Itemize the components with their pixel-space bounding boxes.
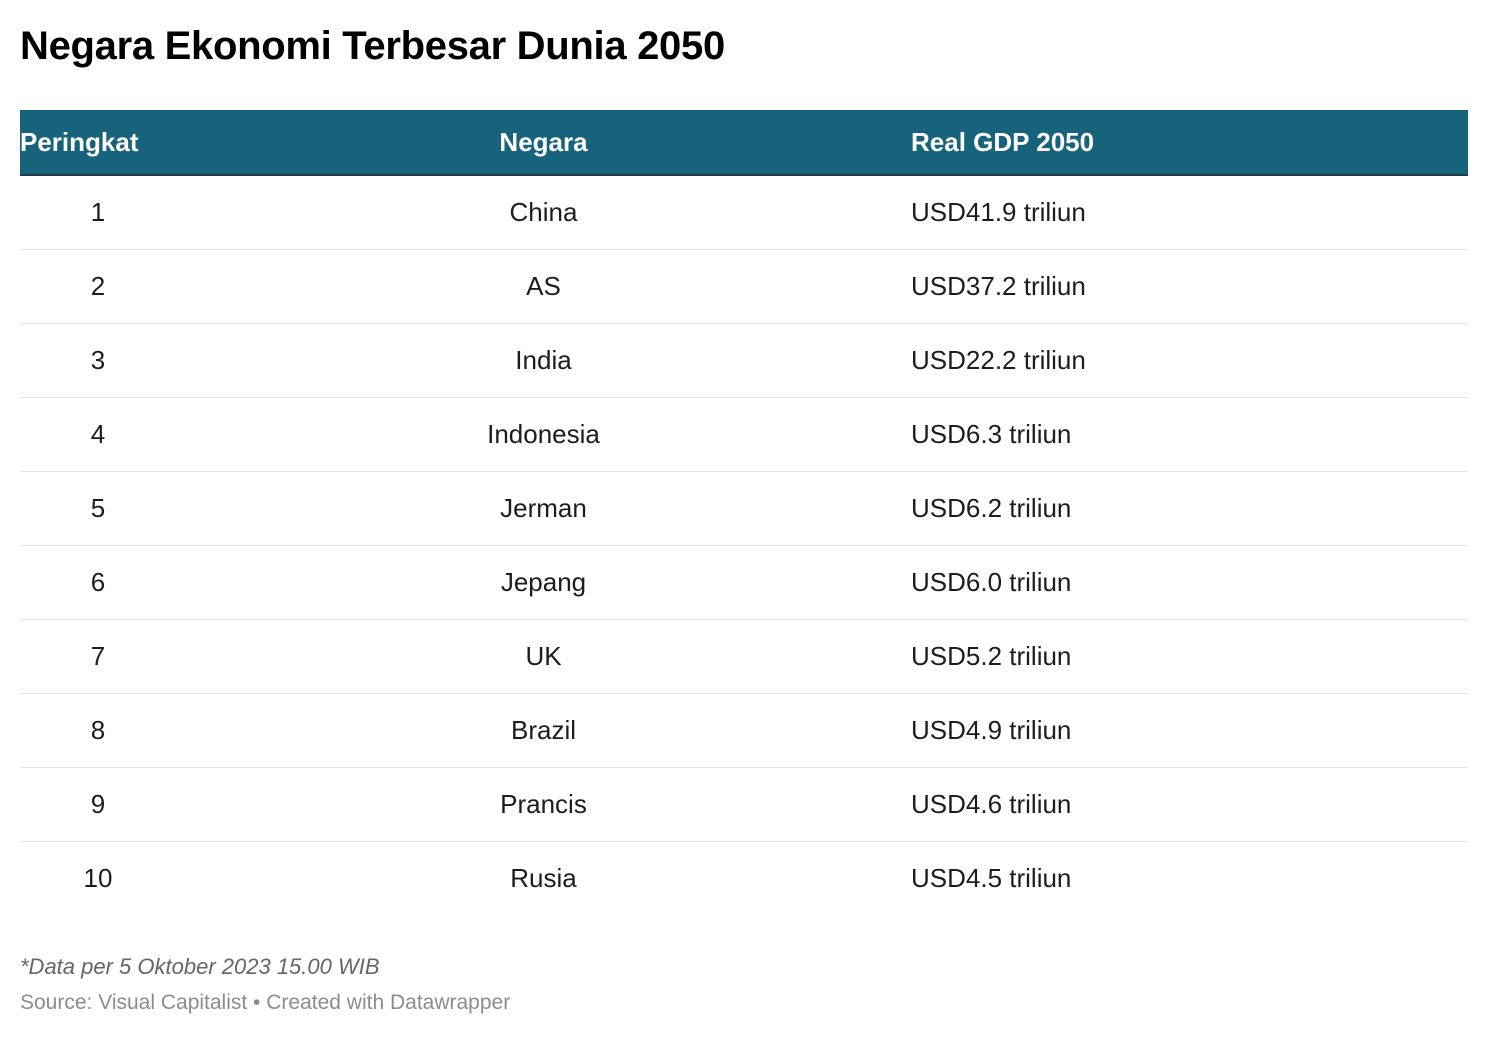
country-cell: India	[176, 323, 911, 398]
rank-cell: 1	[20, 175, 176, 250]
rank-cell: 4	[20, 397, 176, 472]
table-row: 9 Prancis USD4.6 triliun	[20, 767, 1468, 842]
gdp-cell: USD6.3 triliun	[911, 397, 1468, 472]
rank-cell: 8	[20, 693, 176, 768]
rank-cell: 5	[20, 471, 176, 546]
table-row: 5 Jerman USD6.2 triliun	[20, 471, 1468, 546]
table-row: 6 Jepang USD6.0 triliun	[20, 545, 1468, 620]
country-cell: Indonesia	[176, 397, 911, 472]
column-header-country: Negara	[176, 110, 911, 176]
chart-title: Negara Ekonomi Terbesar Dunia 2050	[20, 24, 725, 68]
column-header-gdp: Real GDP 2050	[911, 110, 1468, 176]
gdp-cell: USD4.5 triliun	[911, 862, 1072, 893]
country-cell: AS	[176, 249, 911, 324]
rank-cell: 2	[20, 249, 176, 324]
country-cell: Jerman	[176, 471, 911, 546]
table-header-row: Peringkat Negara Real GDP 2050	[20, 110, 1468, 176]
gdp-cell: USD6.0 triliun	[911, 545, 1468, 620]
table-row: 4 Indonesia USD6.3 triliun	[20, 397, 1468, 472]
data-note: *Data per 5 Oktober 2023 15.00 WIB	[20, 954, 380, 979]
gdp-cell: USD5.2 triliun	[911, 619, 1468, 694]
country-cell: UK	[176, 619, 911, 694]
table-row: 7 UK USD5.2 triliun	[20, 619, 1468, 694]
rank-cell: 3	[20, 323, 176, 398]
table-row: 3 India USD22.2 triliun	[20, 323, 1468, 398]
table-row: 2 AS USD37.2 triliun	[20, 249, 1468, 324]
table-row: 8 Brazil USD4.9 triliun	[20, 693, 1468, 768]
gdp-cell: USD41.9 triliun	[911, 175, 1468, 250]
rank-cell: 7	[20, 619, 176, 694]
gdp-cell: USD37.2 triliun	[911, 249, 1468, 324]
country-cell: Brazil	[176, 693, 911, 768]
rank-cell: 6	[20, 545, 176, 620]
gdp-ranking-table: Peringkat Negara Real GDP 2050 1 China U…	[20, 110, 1468, 915]
column-header-rank: Peringkat	[20, 110, 176, 176]
gdp-cell: USD6.2 triliun	[911, 471, 1468, 546]
country-cell: China	[176, 175, 911, 250]
gdp-cell: USD4.9 triliun	[911, 693, 1468, 768]
gdp-cell: USD4.6 triliun	[911, 767, 1468, 842]
gdp-cell: USD22.2 triliun	[911, 323, 1468, 398]
table-body: 1 China USD41.9 triliun 2 AS USD37.2 tri…	[20, 175, 1468, 915]
country-cell: Rusia	[510, 862, 577, 893]
source-credit: Source: Visual Capitalist • Created with…	[20, 991, 511, 1014]
table-row: 10 Rusia USD4.5 triliun	[20, 841, 1468, 915]
table-row: 1 China USD41.9 triliun	[20, 175, 1468, 250]
country-cell: Prancis	[176, 767, 911, 842]
rank-cell: 10	[83, 862, 113, 893]
country-cell: Jepang	[176, 545, 911, 620]
rank-cell: 9	[20, 767, 176, 842]
